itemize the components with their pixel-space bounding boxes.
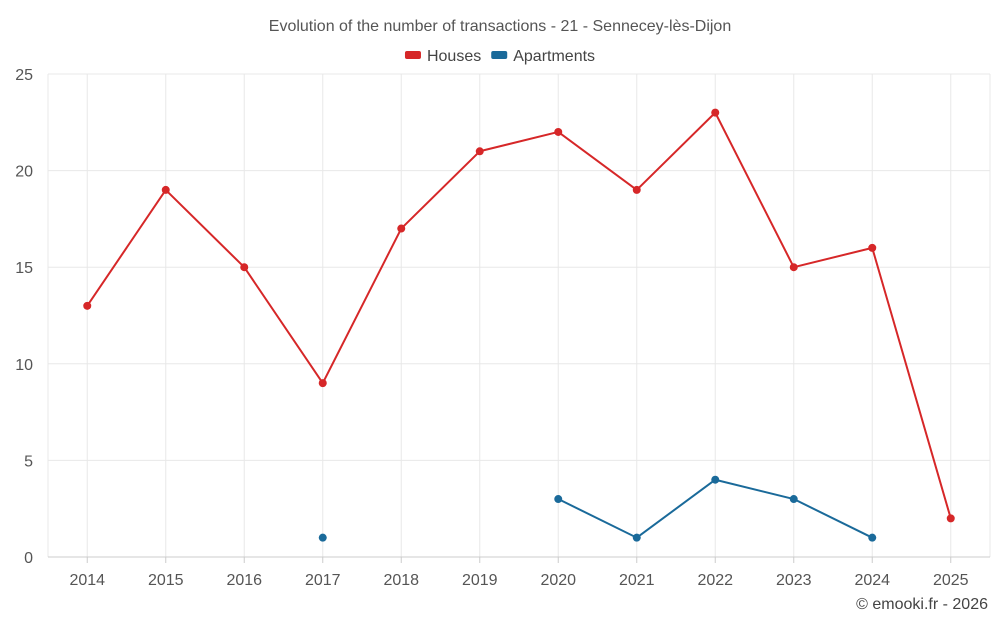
x-tick-label: 2015 xyxy=(148,572,184,589)
data-point-houses-2017 xyxy=(318,379,327,388)
y-tick-label: 10 xyxy=(15,357,33,374)
data-point-houses-2021 xyxy=(632,185,641,194)
y-tick-label: 0 xyxy=(24,550,33,567)
y-tick-label: 20 xyxy=(15,164,33,181)
axes xyxy=(48,556,990,563)
data-point-houses-2025 xyxy=(946,514,955,523)
series-apartments xyxy=(318,475,877,542)
series-houses xyxy=(83,108,955,523)
data-point-apartments-2024 xyxy=(868,533,877,542)
x-tick-label: 2023 xyxy=(776,572,812,589)
legend-swatch-houses xyxy=(404,51,421,59)
legend-label-apartments: Apartments xyxy=(513,48,595,65)
legend-swatch-apartments xyxy=(491,51,508,59)
data-point-houses-2018 xyxy=(397,224,406,233)
data-point-houses-2024 xyxy=(868,243,877,252)
credit-text: © emooki.fr - 2026 xyxy=(856,596,988,613)
x-tick-label: 2019 xyxy=(462,572,498,589)
data-point-houses-2022 xyxy=(711,108,720,117)
x-tick-label: 2018 xyxy=(383,572,419,589)
grid xyxy=(47,73,991,557)
data-point-houses-2023 xyxy=(789,263,798,272)
legend-item-houses[interactable]: Houses xyxy=(404,48,481,65)
x-tick-label: 2020 xyxy=(540,572,576,589)
series xyxy=(83,108,955,542)
series-line-houses xyxy=(86,111,952,519)
x-tick-label: 2024 xyxy=(854,572,890,589)
legend-item-apartments[interactable]: Apartments xyxy=(491,48,595,65)
x-tick-label: 2025 xyxy=(933,572,969,589)
data-point-apartments-2022 xyxy=(711,475,720,484)
chart-title: Evolution of the number of transactions … xyxy=(269,18,731,35)
data-point-houses-2016 xyxy=(240,263,249,272)
data-point-apartments-2023 xyxy=(789,495,798,504)
x-tick-label: 2014 xyxy=(69,572,105,589)
legend[interactable]: Houses Apartments xyxy=(404,48,595,65)
y-tick-label: 25 xyxy=(15,67,33,84)
x-tick-label: 2021 xyxy=(619,572,655,589)
data-point-apartments-2020 xyxy=(554,495,563,504)
x-tick-label: 2017 xyxy=(305,572,341,589)
data-point-houses-2015 xyxy=(161,185,170,194)
x-tick-label: 2022 xyxy=(697,572,733,589)
data-point-apartments-2017 xyxy=(318,533,327,542)
data-point-apartments-2021 xyxy=(632,533,641,542)
x-tick-label: 2016 xyxy=(226,572,262,589)
data-point-houses-2020 xyxy=(554,127,563,136)
legend-label-houses: Houses xyxy=(427,48,481,65)
data-point-houses-2014 xyxy=(83,301,92,310)
y-tick-label: 15 xyxy=(15,260,33,277)
data-point-houses-2019 xyxy=(475,147,484,156)
y-tick-label: 5 xyxy=(24,453,33,470)
